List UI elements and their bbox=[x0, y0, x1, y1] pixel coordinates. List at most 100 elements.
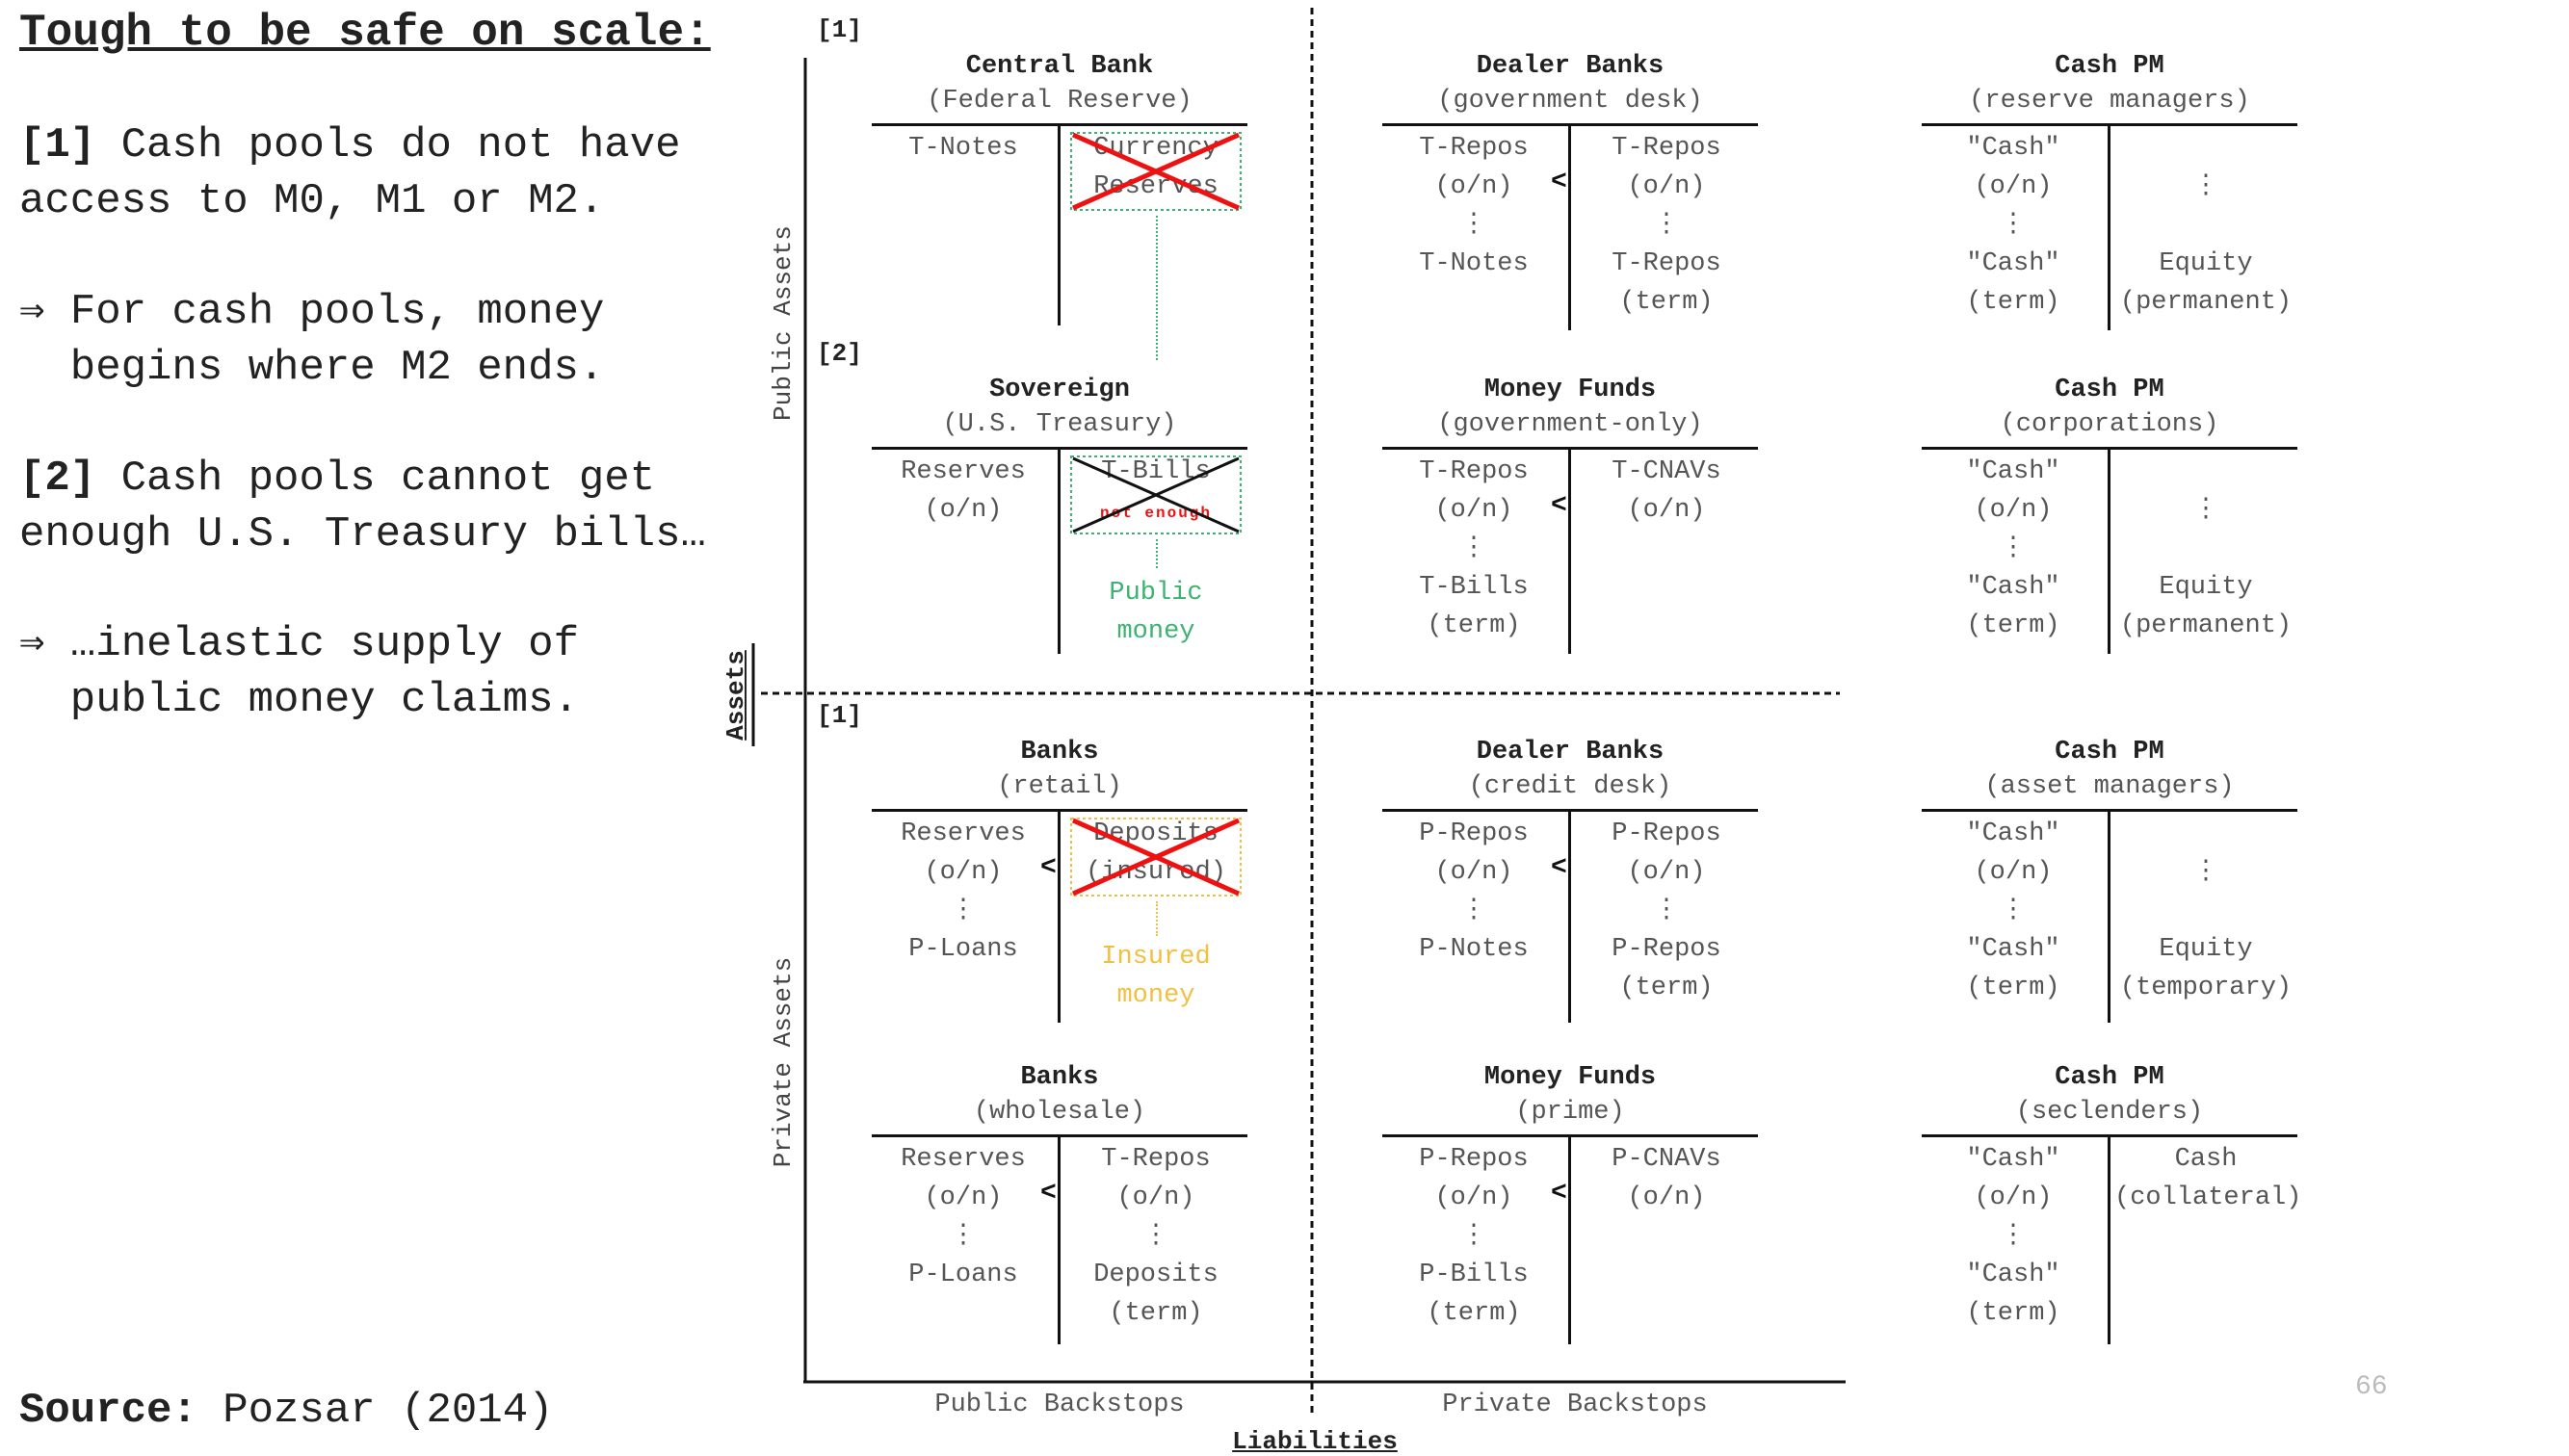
sheet-assets: Reserves (o/n) ⋮ P-Loans bbox=[901, 819, 1026, 964]
private-assets-label: Private Assets bbox=[769, 956, 798, 1168]
sheet-cash-reserve: Cash PM (reserve managers) "Cash" (o/n) … bbox=[1922, 50, 2297, 330]
bullet-3: [2] Cash pools cannot get enough U.S. Tr… bbox=[19, 451, 706, 562]
sheet-assets: "Cash" (o/n) ⋮ "Cash" (term) bbox=[1966, 134, 2060, 317]
sheet-liabilities: Currency Reserves bbox=[1093, 134, 1219, 201]
sheet-liabilities: T-Repos (o/n) ⋮ Deposits (term) bbox=[1093, 1145, 1219, 1328]
sheet-vline bbox=[1058, 809, 1061, 1023]
source-text: Pozsar (2014) bbox=[197, 1387, 554, 1435]
sheet-vline bbox=[1568, 1134, 1571, 1344]
sheet-dealer-credit: Dealer Banks (credit desk) P-Repos (o/n)… bbox=[1382, 736, 1758, 1023]
sheet-banks-wholesale: Banks (wholesale) Reserves (o/n) ⋮ P-Loa… bbox=[872, 1061, 1247, 1344]
sheet-vline bbox=[1568, 447, 1571, 654]
cross-out-icon bbox=[1070, 455, 1242, 534]
bullet-2: ⇒ For cash pools, money begins where M2 … bbox=[19, 284, 604, 396]
sheet-title: Money Funds bbox=[1483, 1063, 1657, 1092]
sheet-subtitle: (U.S. Treasury) bbox=[942, 410, 1177, 439]
sheet-vline bbox=[2108, 1134, 2110, 1344]
sheet-liabilities: Cash (collateral) bbox=[2114, 1145, 2302, 1212]
sheet-assets: Reserves (o/n) ⋮ P-Loans bbox=[901, 1145, 1026, 1289]
marker-1-top: [1] bbox=[817, 15, 862, 44]
sheet-title: Money Funds bbox=[1483, 376, 1657, 404]
sheet-vline bbox=[2108, 447, 2110, 654]
less-than-sign: < bbox=[1040, 1179, 1057, 1209]
less-than-sign: < bbox=[1551, 1179, 1567, 1209]
sheet-assets: T-Repos (o/n) ⋮ T-Notes bbox=[1419, 134, 1529, 278]
public-backstops-label: Public Backstops bbox=[934, 1391, 1185, 1419]
sheet-assets: T-Notes bbox=[908, 134, 1018, 163]
assets-axis-label: Assets bbox=[721, 650, 750, 741]
sheet-assets: T-Repos (o/n) ⋮ T-Bills (term) bbox=[1419, 457, 1529, 640]
sheet-title: Sovereign bbox=[989, 376, 1130, 404]
sheet-mmf-gov: Money Funds (government-only) T-Repos (o… bbox=[1382, 374, 1758, 654]
sheet-assets: "Cash" (o/n) ⋮ "Cash" (term) bbox=[1966, 819, 2060, 1002]
sheet-liabilities: P-Repos (o/n) ⋮ P-Repos (term) bbox=[1612, 819, 1721, 1002]
less-than-sign: < bbox=[1551, 168, 1567, 197]
sheet-assets: Reserves (o/n) bbox=[901, 457, 1026, 525]
sheet-vline bbox=[2108, 123, 2110, 330]
sheet-liabilities: ⋮ Equity (permanent) bbox=[2119, 496, 2293, 640]
connector-line bbox=[1156, 216, 1158, 360]
sheet-assets: P-Repos (o/n) ⋮ P-Bills (term) bbox=[1419, 1145, 1529, 1328]
bullet-4: ⇒ …inelastic supply of public money clai… bbox=[19, 616, 579, 728]
sheet-subtitle: (prime) bbox=[1515, 1098, 1625, 1127]
less-than-sign: < bbox=[1551, 491, 1567, 521]
sheet-subtitle: (credit desk) bbox=[1468, 772, 1672, 801]
sheet-liabilities: T-CNAVs (o/n) bbox=[1612, 457, 1721, 525]
sheet-liabilities: P-CNAVs (o/n) bbox=[1612, 1145, 1721, 1212]
sheet-liabilities: ⋮ Equity (temporary) bbox=[2119, 858, 2293, 1002]
sheet-assets: P-Repos (o/n) ⋮ P-Notes bbox=[1419, 819, 1529, 964]
sheet-vline bbox=[2108, 809, 2110, 1023]
sheet-cash-asset: Cash PM (asset managers) "Cash" (o/n) ⋮ … bbox=[1922, 736, 2297, 1023]
sheet-title: Cash PM bbox=[2055, 738, 2164, 767]
sheet-subtitle: (seclenders) bbox=[2015, 1098, 2204, 1127]
marker-2: [2] bbox=[817, 339, 862, 368]
sheet-assets: "Cash" (o/n) ⋮ "Cash" (term) bbox=[1966, 457, 2060, 640]
connector-line bbox=[1156, 539, 1158, 568]
sheet-title: Dealer Banks bbox=[1476, 52, 1665, 81]
less-than-sign: < bbox=[1040, 853, 1057, 883]
sheet-liabilities: T-Repos (o/n) ⋮ T-Repos (term) bbox=[1612, 134, 1721, 317]
public-assets-label: Public Assets bbox=[769, 225, 798, 421]
less-than-sign: < bbox=[1551, 853, 1567, 883]
sheet-cash-sec: Cash PM (seclenders) "Cash" (o/n) ⋮ "Cas… bbox=[1922, 1061, 2301, 1344]
slide-title: Tough to be safe on scale: bbox=[19, 8, 711, 58]
sheet-dealer-gov: Dealer Banks (government desk) T-Repos (… bbox=[1382, 50, 1758, 330]
liabilities-axis-label: Liabilities bbox=[1232, 1427, 1398, 1456]
bullet-1: [1] Cash pools do not have access to M0,… bbox=[19, 117, 681, 229]
sheet-title: Dealer Banks bbox=[1476, 738, 1665, 767]
sheet-subtitle: (government desk) bbox=[1437, 87, 1703, 116]
sheet-subtitle: (wholesale) bbox=[973, 1098, 1146, 1127]
sheet-title: Banks bbox=[1020, 1063, 1099, 1092]
bullet-tag: ⇒ bbox=[19, 288, 45, 336]
sheet-subtitle: (Federal Reserve) bbox=[927, 87, 1193, 116]
bullet-text: Cash pools do not have access to M0, M1 … bbox=[19, 121, 681, 225]
page-number: 66 bbox=[2355, 1372, 2388, 1402]
bullet-text: …inelastic supply of public money claims… bbox=[69, 620, 579, 724]
cross-out-icon bbox=[1070, 818, 1242, 897]
sheet-title: Banks bbox=[1020, 738, 1099, 767]
sheet-vline bbox=[1568, 123, 1571, 330]
insured-money-label: Insured money bbox=[1101, 943, 1211, 1010]
sheet-subtitle: (reserve managers) bbox=[1969, 87, 2250, 116]
sheet-subtitle: (government-only) bbox=[1437, 410, 1703, 439]
sheet-vline bbox=[1568, 809, 1571, 1023]
sheet-vline bbox=[1058, 123, 1061, 325]
sheet-subtitle: (corporations) bbox=[2000, 410, 2219, 439]
sheet-banks-retail: Banks (retail) Reserves (o/n) ⋮ P-Loans … bbox=[872, 736, 1247, 1023]
sheet-liabilities: Deposits (insured) bbox=[1086, 819, 1226, 887]
sheet-title: Cash PM bbox=[2055, 1063, 2164, 1092]
sheet-cash-corp: Cash PM (corporations) "Cash" (o/n) ⋮ "C… bbox=[1922, 374, 2297, 654]
bullet-tag: [2] bbox=[19, 455, 96, 503]
sheet-assets: "Cash" (o/n) ⋮ "Cash" (term) bbox=[1966, 1145, 2060, 1328]
source-label: Source: bbox=[19, 1387, 197, 1435]
sheet-subtitle: (asset managers) bbox=[1984, 772, 2235, 801]
bullet-tag: ⇒ bbox=[19, 620, 45, 668]
sheet-title: Cash PM bbox=[2055, 52, 2164, 81]
private-backstops-label: Private Backstops bbox=[1442, 1391, 1708, 1419]
sheet-sovereign: Sovereign (U.S. Treasury) Reserves (o/n)… bbox=[872, 374, 1247, 654]
public-money-label: Public money bbox=[1109, 579, 1203, 646]
sheet-title: Cash PM bbox=[2055, 376, 2164, 404]
sheet-title: Central Bank bbox=[965, 52, 1154, 81]
source-citation: Source: Pozsar (2014) bbox=[19, 1387, 554, 1435]
